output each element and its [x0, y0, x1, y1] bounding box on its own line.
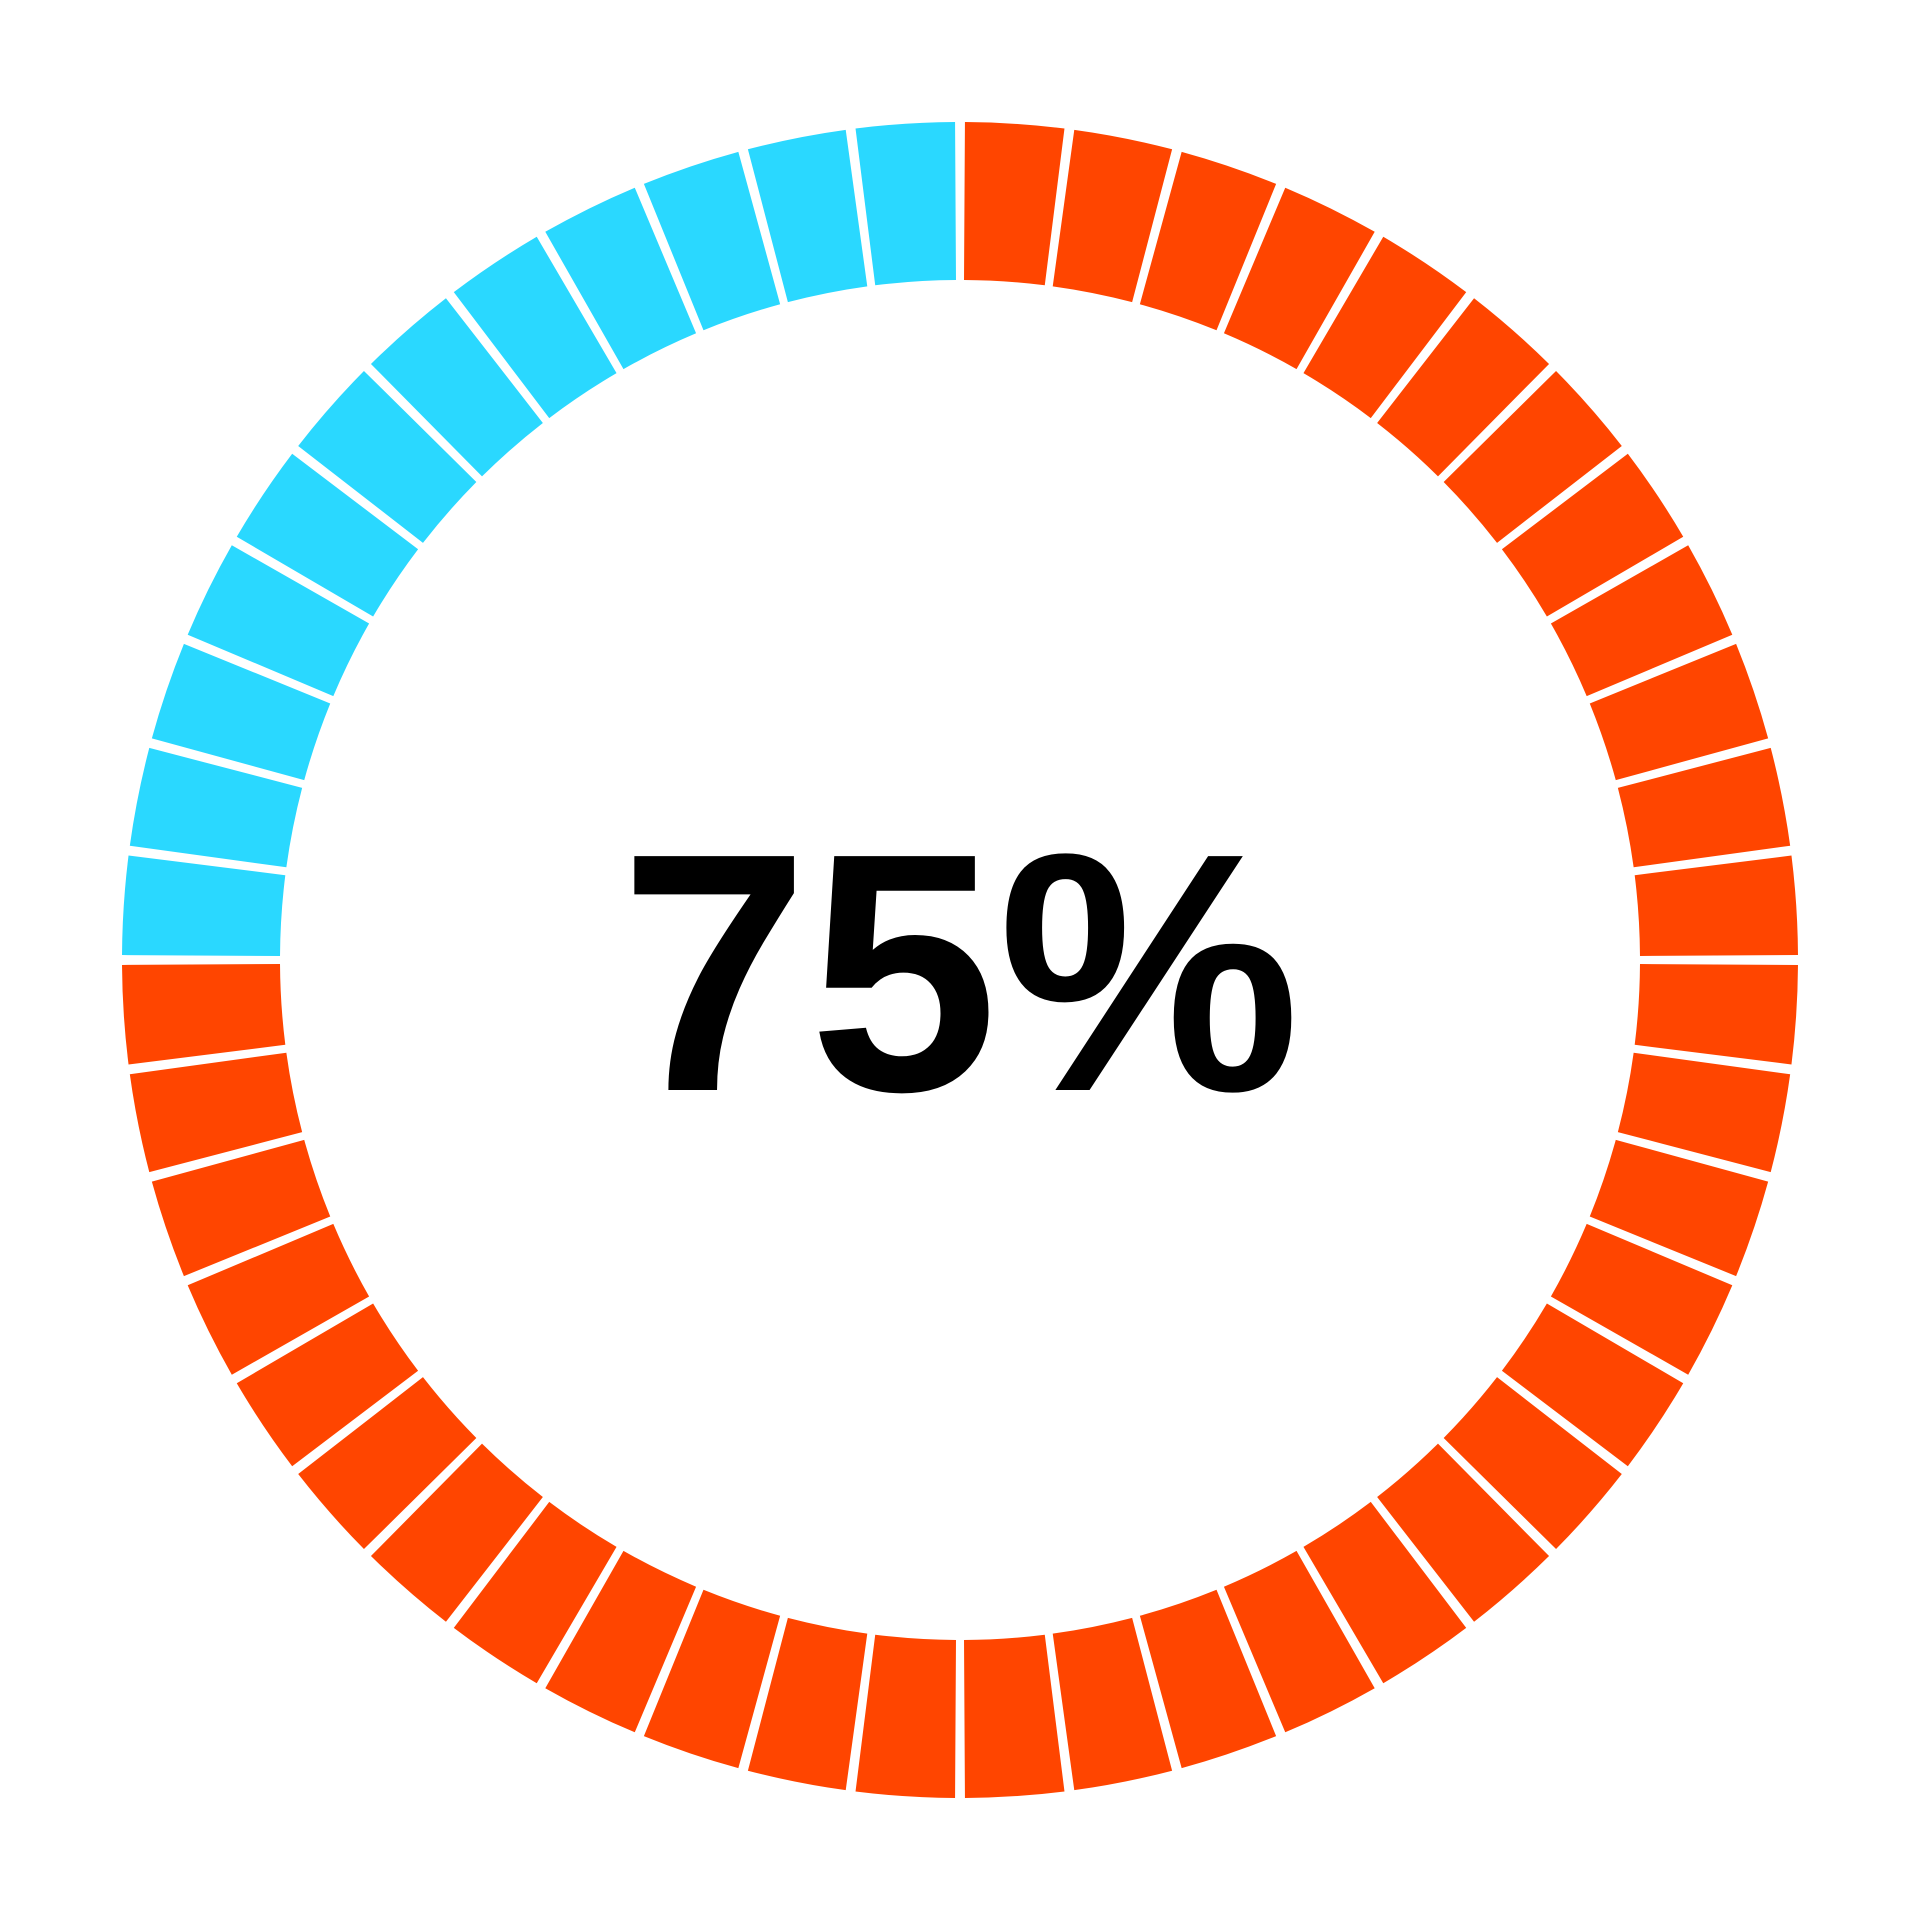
gauge-segment-filled — [1443, 370, 1622, 543]
gauge-segment-filled — [855, 1634, 956, 1798]
gauge-segment-remaining — [747, 129, 868, 303]
gauge-segment-remaining — [643, 151, 781, 331]
gauge-segment-filled — [129, 1052, 303, 1173]
gauge-segment-filled — [1052, 129, 1173, 303]
gauge-segment-filled — [1501, 453, 1684, 617]
gauge-segment-filled — [1139, 151, 1277, 331]
gauge-segment-filled — [1501, 1303, 1684, 1467]
gauge-segment-filled — [1303, 236, 1467, 419]
gauge-segment-filled — [1634, 855, 1798, 956]
gauge-segment-filled — [964, 1634, 1065, 1798]
gauge-segment-filled — [236, 1303, 419, 1467]
gauge-segment-remaining — [855, 122, 956, 286]
gauge-segment-filled — [1550, 1223, 1733, 1375]
gauge-segment-filled — [1617, 1052, 1791, 1173]
gauge-segment-remaining — [151, 643, 331, 781]
gauge-segment-remaining — [187, 545, 370, 697]
gauge-segment-remaining — [298, 370, 477, 543]
gauge-segment-filled — [453, 1501, 617, 1684]
gauge-segment-remaining — [236, 453, 419, 617]
percent-label: 75% — [620, 783, 1301, 1163]
gauge-segment-filled — [298, 1377, 477, 1550]
gauge-segment-filled — [1589, 1139, 1769, 1277]
gauge-segment-filled — [1443, 1377, 1622, 1550]
gauge-segment-filled — [1634, 964, 1798, 1065]
gauge-segment-filled — [1550, 545, 1733, 697]
gauge-segment-filled — [187, 1223, 370, 1375]
gauge-segment-filled — [122, 964, 286, 1065]
gauge-segment-remaining — [545, 187, 697, 370]
gauge-segment-filled — [1052, 1617, 1173, 1791]
gauge-segment-filled — [747, 1617, 868, 1791]
gauge-segment-remaining — [370, 298, 543, 477]
gauge-segments — [122, 122, 1798, 1798]
gauge-segment-filled — [1377, 1443, 1550, 1622]
gauge-segment-remaining — [129, 747, 303, 868]
gauge-segment-filled — [1303, 1501, 1467, 1684]
gauge-segment-remaining — [453, 236, 617, 419]
gauge-segment-remaining — [122, 855, 286, 956]
gauge-segment-filled — [1589, 643, 1769, 781]
gauge-segment-filled — [1377, 298, 1550, 477]
gauge-segment-filled — [1617, 747, 1791, 868]
gauge-segment-filled — [151, 1139, 331, 1277]
gauge-segment-filled — [964, 122, 1065, 286]
gauge-segment-filled — [545, 1550, 697, 1733]
gauge-segment-filled — [1139, 1589, 1277, 1769]
gauge-segment-filled — [1223, 1550, 1375, 1733]
gauge-segment-filled — [1223, 187, 1375, 370]
gauge-segment-filled — [370, 1443, 543, 1622]
gauge-segment-filled — [643, 1589, 781, 1769]
